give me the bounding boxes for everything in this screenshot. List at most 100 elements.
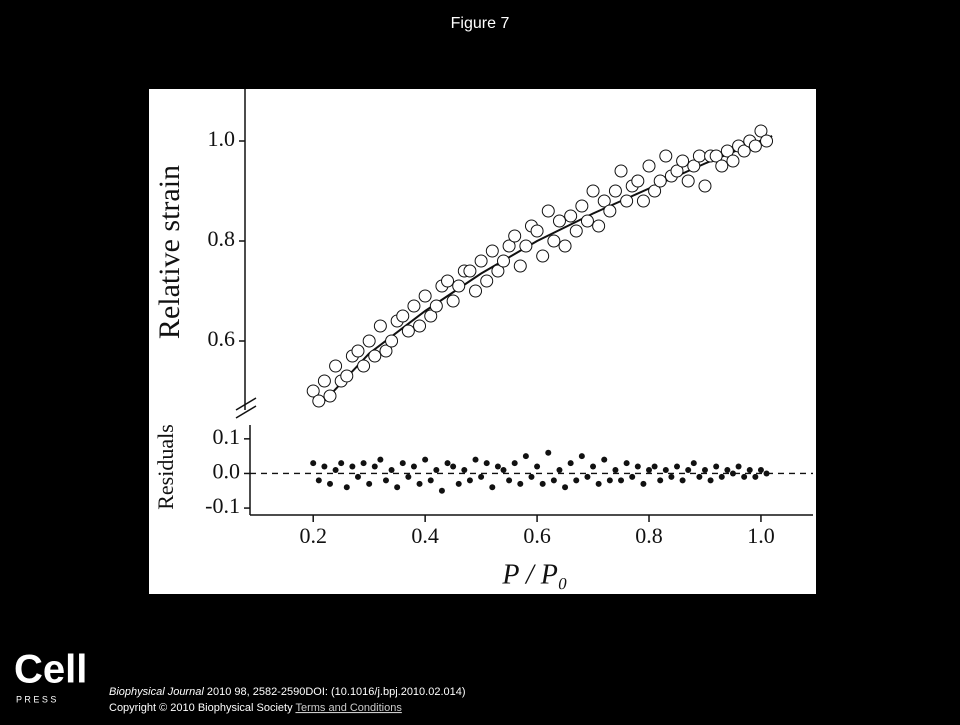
data-point: [737, 144, 751, 158]
residual-point: [690, 460, 697, 467]
copyright: Copyright © 2010 Biophysical Society: [109, 702, 295, 714]
data-point: [676, 154, 690, 168]
data-point: [754, 124, 768, 138]
residual-point: [522, 453, 529, 460]
data-point: [620, 194, 634, 208]
data-point: [592, 219, 606, 233]
data-point: [474, 254, 488, 268]
data-point: [502, 239, 516, 253]
data-point: [586, 184, 600, 198]
data-point: [379, 344, 393, 358]
x-axis-label: P / P₀: [501, 559, 567, 590]
data-point: [653, 174, 667, 188]
residual-point: [606, 477, 613, 484]
data-point: [441, 274, 455, 288]
residual-point: [623, 460, 630, 467]
residual-point: [444, 460, 451, 467]
residual-point: [410, 463, 417, 470]
data-point: [329, 359, 343, 373]
data-point: [446, 294, 460, 308]
axis-break: [235, 397, 257, 411]
data-point: [485, 244, 499, 258]
residual-point: [354, 473, 361, 480]
residual-point: [729, 470, 736, 477]
data-point: [547, 234, 561, 248]
y-tick-label: 0.1: [213, 424, 241, 449]
residual-point: [562, 484, 569, 491]
data-point: [496, 254, 510, 268]
data-point: [306, 384, 320, 398]
residual-point: [461, 467, 468, 473]
data-point: [760, 134, 774, 148]
data-point: [368, 349, 382, 363]
data-point: [648, 184, 662, 198]
residual-point: [332, 467, 339, 473]
residual-point: [567, 460, 574, 467]
residual-point: [382, 477, 389, 484]
data-point: [698, 179, 712, 193]
residual-point: [315, 477, 322, 484]
residual-point: [629, 473, 636, 480]
data-point: [429, 299, 443, 313]
residual-point: [433, 467, 440, 473]
residual-point: [483, 460, 490, 467]
data-point: [580, 214, 594, 228]
residual-point: [657, 477, 664, 484]
residual-point: [679, 477, 686, 484]
residual-point: [612, 467, 619, 473]
residual-point: [377, 456, 384, 463]
slide-title: Figure 7: [451, 15, 510, 32]
residual-point: [673, 463, 680, 470]
data-point: [681, 174, 695, 188]
residual-point: [573, 477, 580, 484]
data-point: [569, 224, 583, 238]
x-tick-label: 1.0: [747, 523, 775, 548]
data-point: [631, 174, 645, 188]
x-tick-label: 0.8: [635, 523, 663, 548]
residual-point: [735, 463, 742, 470]
residual-point: [651, 463, 658, 470]
residual-point: [416, 480, 423, 487]
logo: Cell: [14, 648, 87, 692]
y-tick-label: 0.6: [208, 326, 236, 351]
residual-point: [478, 473, 485, 480]
y-axis-label: Residuals: [153, 424, 178, 510]
residual-point: [388, 467, 395, 473]
residual-point: [405, 473, 412, 480]
data-point: [603, 204, 617, 218]
data-point: [726, 154, 740, 168]
journal: Biophysical Journal: [109, 686, 204, 698]
x-tick-label: 0.2: [299, 523, 327, 548]
residual-point: [578, 453, 585, 460]
residual-point: [584, 473, 591, 480]
residual-point: [450, 463, 457, 470]
terms-link[interactable]: Terms and Conditions: [295, 702, 402, 714]
residual-point: [696, 473, 703, 480]
data-point: [659, 149, 673, 163]
axis-break: [235, 405, 257, 419]
residual-point: [718, 473, 725, 480]
data-point: [469, 284, 483, 298]
residual-point: [662, 467, 669, 473]
data-point: [418, 289, 432, 303]
residual-point: [545, 449, 552, 456]
data-point: [373, 319, 387, 333]
data-point: [491, 264, 505, 278]
residual-point: [556, 467, 563, 473]
residual-point: [746, 467, 753, 473]
data-point: [564, 209, 578, 223]
copyright-line: Copyright © 2010 Biophysical Society Ter…: [109, 702, 402, 714]
residual-point: [455, 480, 462, 487]
y-tick-label: 0.8: [208, 226, 236, 251]
data-point: [323, 389, 337, 403]
data-point: [317, 374, 331, 388]
residual-point: [685, 467, 692, 473]
residual-point: [494, 463, 501, 470]
residual-point: [438, 487, 445, 494]
x-tick-label: 0.6: [523, 523, 551, 548]
residual-point: [371, 463, 378, 470]
residual-point: [713, 463, 720, 470]
residual-point: [500, 467, 507, 473]
y-tick-label: 0.0: [213, 459, 241, 484]
